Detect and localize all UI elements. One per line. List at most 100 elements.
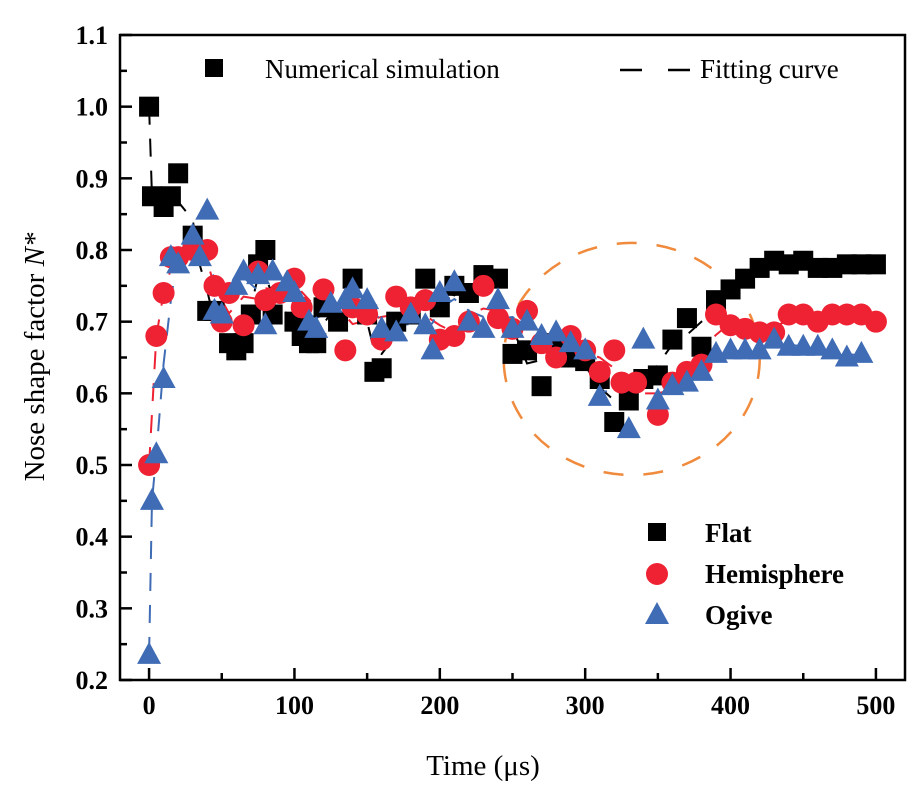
y-axis-label-symbol: N* <box>19 232 51 267</box>
point-ogive <box>144 441 169 464</box>
point-ogive <box>558 330 583 353</box>
y-tick-label: 1.0 <box>76 93 109 122</box>
point-hemisphere <box>472 274 495 297</box>
point-flat <box>691 336 712 357</box>
point-flat <box>618 390 639 411</box>
point-ogive <box>187 244 212 267</box>
point-flat <box>255 240 276 260</box>
point-ogive <box>260 258 285 281</box>
legend-top: Numerical simulation Fitting curve <box>205 54 839 84</box>
point-ogive <box>587 383 612 406</box>
plot-area: 0 100 200 300 400 500 1.1 1.0 0.9 0.8 0.7 0.6 0.5 0.4… <box>76 21 907 720</box>
legend-flat-label: Flat <box>705 518 752 548</box>
point-hemisphere <box>232 314 255 337</box>
point-flat <box>168 163 189 184</box>
point-ogive <box>180 222 205 245</box>
point-flat <box>371 358 392 379</box>
point-ogive <box>849 340 874 363</box>
point-ogive <box>616 416 641 439</box>
y-tick-label: 0.9 <box>76 164 109 193</box>
point-ogive <box>384 319 409 342</box>
point-hemisphere <box>145 325 168 347</box>
point-ogive <box>195 197 220 220</box>
point-ogive <box>427 280 452 302</box>
point-ogive <box>762 326 787 349</box>
y-tick-label: 0.3 <box>76 594 109 623</box>
point-ogive <box>340 276 365 299</box>
legend-ogive-label: Ogive <box>705 600 773 630</box>
point-hemisphere <box>625 371 648 394</box>
legend-marker-square <box>205 59 223 77</box>
y-tick-label: 1.1 <box>76 21 109 50</box>
legend-ogive-marker <box>645 602 669 624</box>
point-flat <box>676 308 697 329</box>
y-tick-label: 0.8 <box>76 236 109 265</box>
point-ogive <box>413 312 438 335</box>
point-ogive <box>515 308 540 331</box>
point-hemisphere <box>603 339 626 362</box>
point-ogive <box>355 287 380 310</box>
point-ogive <box>674 369 699 392</box>
point-ogive <box>224 272 249 295</box>
point-flat <box>328 311 349 332</box>
point-ogive <box>573 337 598 360</box>
point-ogive <box>398 301 423 324</box>
point-hemisphere <box>588 360 611 383</box>
point-flat <box>233 333 254 354</box>
point-ogive <box>253 312 278 335</box>
y-axis-label-text: Nose shape factor <box>19 266 51 481</box>
point-flat <box>306 333 327 354</box>
point-ogive <box>747 337 772 360</box>
x-tick-label: 400 <box>711 691 750 720</box>
point-ogive <box>231 258 256 281</box>
point-ogive <box>420 337 445 360</box>
point-flat <box>160 186 181 207</box>
legend-fitting-curve: Fitting curve <box>700 54 839 84</box>
point-hemisphere <box>414 289 437 312</box>
point-ogive <box>139 487 164 510</box>
legend-hemisphere-marker <box>646 563 668 585</box>
point-flat <box>604 412 625 432</box>
point-ogive <box>544 319 569 342</box>
x-tick-label: 200 <box>420 691 459 720</box>
point-flat <box>139 96 160 117</box>
legend-hemisphere-label: Hemisphere <box>705 559 844 589</box>
point-flat <box>531 376 552 397</box>
point-ogive <box>456 308 481 331</box>
point-flat <box>415 268 436 289</box>
legend-flat-marker <box>648 523 666 541</box>
x-tick-label: 100 <box>275 691 314 720</box>
point-flat <box>865 254 886 275</box>
point-hemisphere <box>864 310 887 333</box>
x-tick-label: 500 <box>856 691 895 720</box>
y-tick-label: 0.5 <box>76 451 109 480</box>
point-ogive <box>805 333 830 356</box>
point-ogive <box>369 315 394 338</box>
point-ogive <box>645 387 670 410</box>
point-ogive <box>137 641 162 664</box>
point-flat <box>662 329 683 350</box>
point-ogive <box>820 337 845 360</box>
point-ogive <box>500 315 525 338</box>
point-ogive <box>304 315 329 338</box>
point-ogive <box>166 251 191 274</box>
y-axis-label: Nose shape factor N* <box>19 232 51 481</box>
y-tick-label: 0.2 <box>76 666 109 695</box>
y-tick-label: 0.6 <box>76 379 109 408</box>
y-tick-label: 0.4 <box>76 523 109 552</box>
point-ogive <box>631 326 656 349</box>
x-tick-label: 300 <box>566 691 605 720</box>
x-axis-label: Time (μs) <box>426 750 540 782</box>
point-ogive <box>282 280 307 302</box>
point-ogive <box>485 287 510 310</box>
point-hemisphere <box>334 339 357 362</box>
point-ogive <box>689 358 714 381</box>
legend-numerical-simulation: Numerical simulation <box>265 54 500 84</box>
point-ogive <box>151 366 176 388</box>
legend-series: Flat Hemisphere Ogive <box>645 518 844 630</box>
y-tick-label: 0.7 <box>76 308 109 337</box>
point-hemisphere <box>152 282 175 304</box>
point-ogive <box>471 315 496 338</box>
